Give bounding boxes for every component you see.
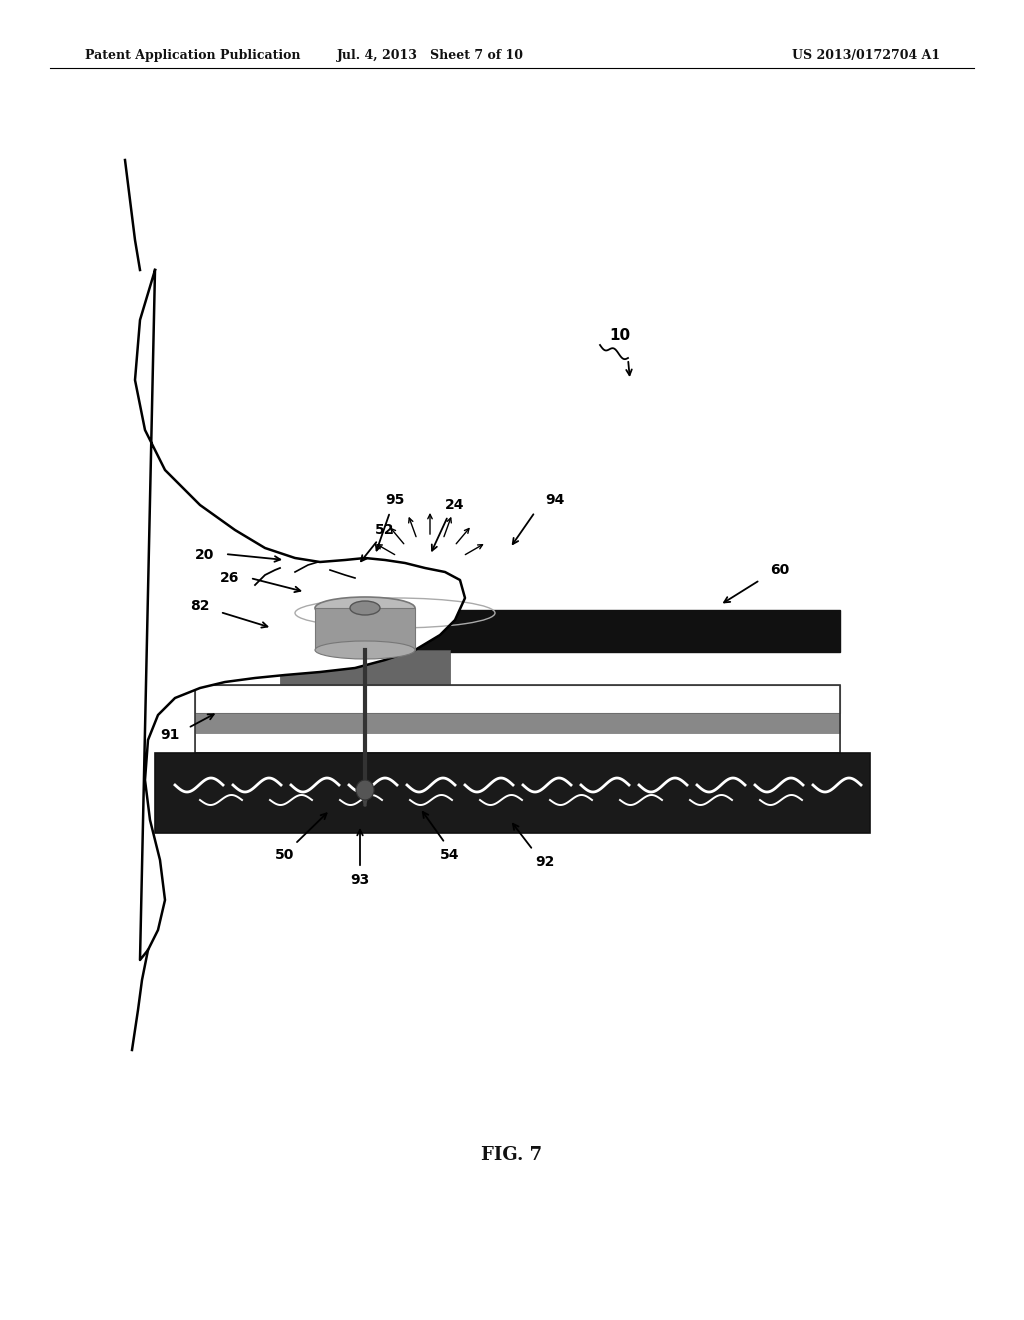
Text: 95: 95	[385, 492, 404, 507]
Text: FIG. 7: FIG. 7	[481, 1146, 543, 1164]
Text: 10: 10	[609, 327, 631, 342]
Ellipse shape	[315, 597, 415, 619]
Text: 82: 82	[190, 599, 210, 612]
Bar	[155, 752, 870, 833]
Bar	[195, 713, 840, 733]
Text: 26: 26	[220, 572, 240, 585]
Text: 94: 94	[546, 492, 564, 507]
Bar	[195, 685, 840, 713]
Bar	[195, 733, 840, 752]
Text: 54: 54	[440, 847, 460, 862]
Text: 60: 60	[770, 564, 790, 577]
Ellipse shape	[315, 642, 415, 659]
Text: 52: 52	[375, 523, 394, 537]
Polygon shape	[135, 271, 465, 960]
Ellipse shape	[350, 601, 380, 615]
Text: US 2013/0172704 A1: US 2013/0172704 A1	[792, 49, 940, 62]
Bar	[195, 685, 840, 752]
Bar	[315, 609, 415, 649]
Text: Jul. 4, 2013   Sheet 7 of 10: Jul. 4, 2013 Sheet 7 of 10	[337, 49, 523, 62]
Text: 24: 24	[445, 498, 465, 512]
Text: 93: 93	[350, 873, 370, 887]
Text: 91: 91	[161, 729, 179, 742]
Bar	[280, 649, 450, 685]
Text: 92: 92	[536, 855, 555, 869]
Ellipse shape	[356, 780, 374, 800]
Text: 50: 50	[275, 847, 295, 862]
Bar	[195, 610, 840, 652]
Text: Patent Application Publication: Patent Application Publication	[85, 49, 300, 62]
Text: 20: 20	[196, 548, 215, 562]
